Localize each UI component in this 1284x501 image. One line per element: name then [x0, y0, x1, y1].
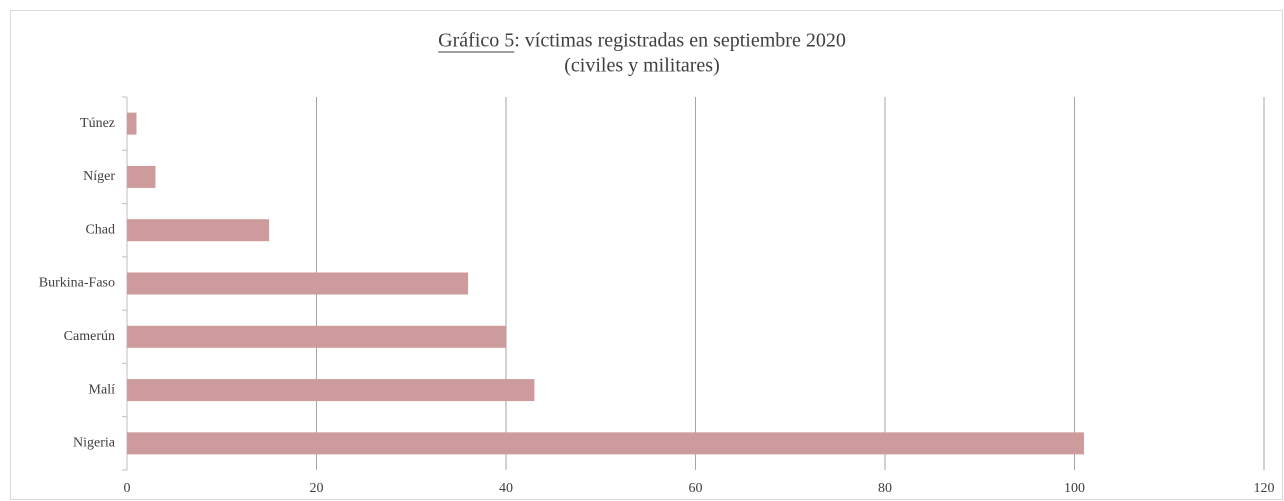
chart-title: Gráfico 5: víctimas registradas en septi… [438, 30, 846, 52]
chart-frame [10, 10, 1283, 500]
y-tick-label: Burkina-Faso [39, 276, 115, 291]
y-tick-label: Camerún [64, 329, 115, 344]
y-tick-label: Chad [85, 222, 115, 237]
y-tick-label: Malí [89, 382, 116, 397]
x-tick-label: 20 [310, 481, 324, 496]
bar [127, 112, 137, 135]
bar [127, 165, 156, 188]
bar [127, 325, 506, 348]
y-tick-label: Níger [83, 169, 115, 184]
bar [127, 272, 469, 295]
x-tick-label: 40 [499, 481, 513, 496]
x-tick-label: 120 [1254, 481, 1275, 496]
x-tick-label: 80 [878, 481, 892, 496]
chart-subtitle: (civiles y militares) [564, 55, 720, 77]
bar [127, 379, 535, 402]
y-tick-label: Túnez [80, 116, 115, 131]
bar [127, 219, 270, 242]
y-tick-label: Nigeria [73, 436, 116, 451]
x-tick-label: 0 [124, 481, 131, 496]
x-tick-label: 60 [689, 481, 703, 496]
bar [127, 432, 1084, 455]
x-tick-label: 100 [1064, 481, 1085, 496]
